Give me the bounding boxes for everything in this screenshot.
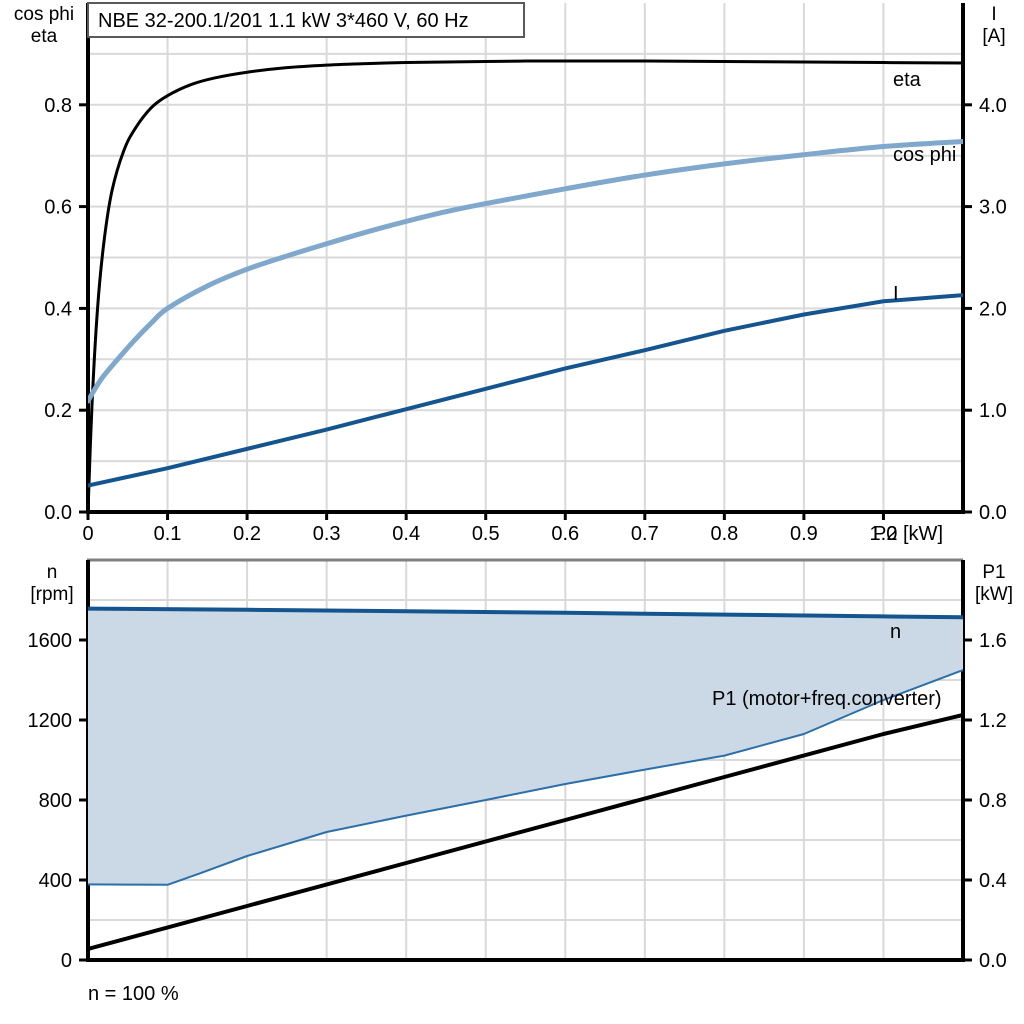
tick-label-right: 1.0 <box>979 400 1007 422</box>
chart-title-text: NBE 32-200.1/201 1.1 kW 3*460 V, 60 Hz <box>98 10 469 32</box>
tick-label-bottom: 0.3 <box>313 523 341 545</box>
tick-label-left: 400 <box>39 870 72 892</box>
tick-label-bottom: 0.4 <box>392 523 420 545</box>
tick-label-right: 1.2 <box>979 710 1007 732</box>
footnote-text: n = 100 % <box>88 983 179 1005</box>
bottom-chart-curves <box>88 606 963 951</box>
tick-label-left: 0.6 <box>44 197 72 219</box>
tick-label-bottom: 1.0 <box>870 523 898 545</box>
curve-p1 <box>88 713 963 951</box>
top-chart-curves <box>88 59 963 512</box>
tick-label-right: 4.0 <box>979 95 1007 117</box>
bottom-chart-group: 0400800120016000.00.40.81.21.6n[rpm]P1[k… <box>28 558 1013 972</box>
tick-label-bottom: 0.5 <box>472 523 500 545</box>
curve-n-upper <box>88 606 963 620</box>
tick-label-left: 800 <box>39 790 72 812</box>
tick-label-left: 1600 <box>28 630 73 652</box>
tick-label-bottom: 0.8 <box>710 523 738 545</box>
tick-label-bottom: 0.1 <box>154 523 182 545</box>
chart-title-box: NBE 32-200.1/201 1.1 kW 3*460 V, 60 Hz <box>87 2 525 38</box>
curve-label-p1: P1 (motor+freq.converter) <box>712 688 942 710</box>
tick-label-left: 0.8 <box>44 95 72 117</box>
tick-label-left: 0 <box>61 950 72 972</box>
axis-title-x: P2 [kW] <box>873 523 943 545</box>
tick-label-bottom: 0.7 <box>631 523 659 545</box>
tick-label-right: 2.0 <box>979 298 1007 320</box>
curve-label-current: I <box>893 283 899 305</box>
tick-label-left: 0.0 <box>44 502 72 524</box>
tick-label-bottom: 0.2 <box>233 523 261 545</box>
top-chart-group: 0.0 0.2 0.4 0.6 0.8 0.0 1.0 2.0 3.0 4.0 0 0.1 0.2 0.3… <box>14 2 1007 545</box>
tick-label-left: 0.2 <box>44 400 72 422</box>
axis-title-right-line2: [A] <box>982 26 1005 47</box>
title-box-frame <box>87 2 525 38</box>
curve-label-eta: eta <box>893 69 922 91</box>
tick-label-right: 1.6 <box>979 630 1007 652</box>
tick-label-bottom: 0.6 <box>551 523 579 545</box>
curve-I <box>88 293 963 488</box>
curve-cos_phi <box>88 138 963 404</box>
tick-label-right: 0.0 <box>979 502 1007 524</box>
tick-label-bottom: 0 <box>82 523 93 545</box>
axis-title-left-line1: cos phi <box>14 4 74 25</box>
tick-label-left: 1200 <box>28 710 73 732</box>
tick-label-right: 0.8 <box>979 790 1007 812</box>
axis-title-right-line1: I <box>991 4 996 25</box>
speed-range-band <box>88 608 963 885</box>
tick-label-left: 0.4 <box>44 298 72 320</box>
curve-eta <box>88 59 963 512</box>
curve-label-cos-phi: cos phi <box>893 144 956 166</box>
axis-title-left-n-line1: n <box>47 562 58 583</box>
axis-title-right-p1-line1: P1 <box>982 562 1005 583</box>
tick-label-bottom: 0.9 <box>790 523 818 545</box>
curve-label-n: n <box>890 621 901 643</box>
axis-title-left-line2: eta <box>31 26 58 47</box>
axis-title-left-n-line2: [rpm] <box>30 584 73 605</box>
tick-label-right: 3.0 <box>979 197 1007 219</box>
tick-label-right: 0.0 <box>979 950 1007 972</box>
tick-label-right: 0.4 <box>979 870 1007 892</box>
axis-title-right-p1-line2: [kW] <box>975 584 1013 605</box>
curve-n-lower <box>88 669 963 886</box>
